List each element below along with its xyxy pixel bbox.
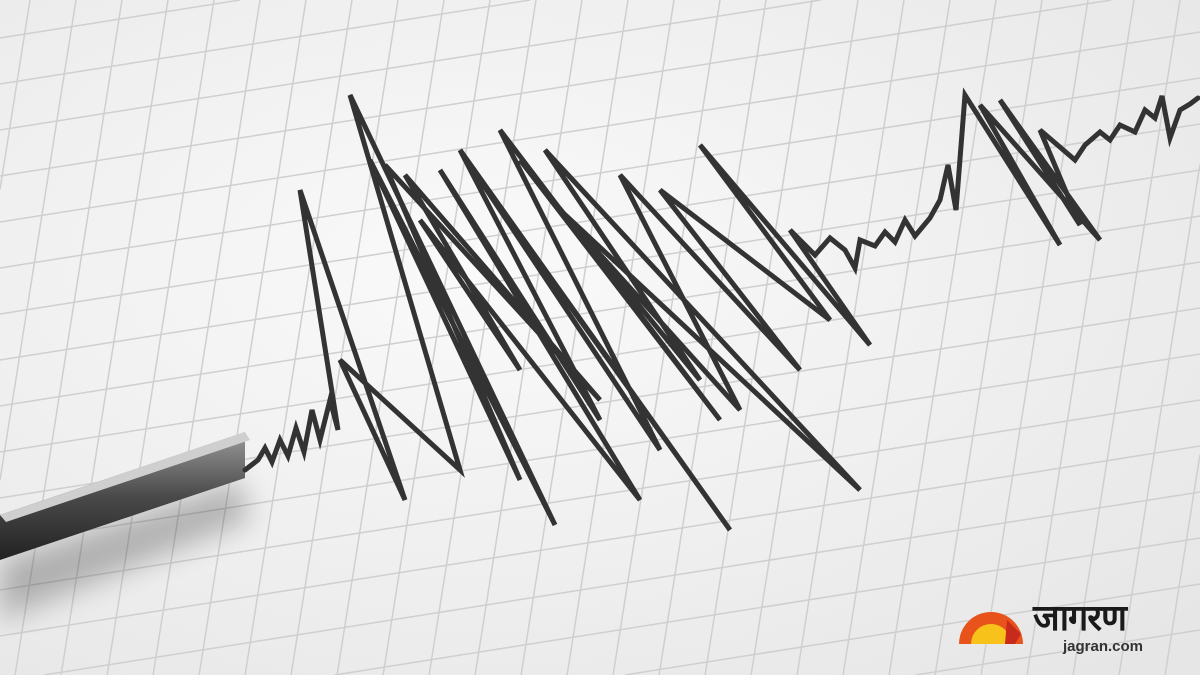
grid-line xyxy=(624,583,1200,675)
grid-line xyxy=(0,31,1200,223)
seismic-trace xyxy=(242,87,1200,532)
logo-hindi-text: जागरण xyxy=(1033,598,1127,639)
grid-line xyxy=(842,0,951,675)
arm-shadow xyxy=(0,480,250,620)
grid-line xyxy=(0,0,77,480)
recorder-arm xyxy=(0,432,245,560)
logo-url-text: jagran.com xyxy=(1063,638,1144,655)
grid-line xyxy=(198,0,307,675)
grid-line xyxy=(915,629,1200,675)
sun-logo-icon xyxy=(959,612,1023,644)
grid-line xyxy=(566,0,675,675)
grid-line xyxy=(796,0,905,675)
grid-line xyxy=(290,0,399,675)
grid-line xyxy=(336,0,445,675)
grid-line xyxy=(0,399,1200,591)
grid-line xyxy=(474,0,583,675)
grid-line xyxy=(1072,0,1181,675)
grid-line xyxy=(44,491,1200,675)
recorder-arm-edge xyxy=(0,432,250,522)
grid-line xyxy=(750,0,859,675)
grid-line xyxy=(0,0,1112,177)
grid-line xyxy=(980,0,1089,675)
grid-line xyxy=(0,0,531,85)
grid-line xyxy=(0,445,1200,637)
grid-line xyxy=(934,0,1043,675)
grid-line xyxy=(428,0,537,675)
grid-line xyxy=(0,123,1200,315)
grid-line xyxy=(334,537,1200,675)
grid-line xyxy=(244,0,353,675)
grid-line xyxy=(704,0,813,675)
grid-line xyxy=(0,0,241,39)
jagran-logo: जागरण jagran.com xyxy=(955,596,1165,658)
grid-line xyxy=(0,215,1200,407)
grid-line xyxy=(0,0,821,131)
grid-line xyxy=(658,0,767,675)
grid-line xyxy=(520,0,629,675)
grid-line xyxy=(0,0,31,190)
grid-line xyxy=(1164,454,1200,675)
grid-line xyxy=(0,77,1200,269)
grid-line xyxy=(1118,164,1200,675)
